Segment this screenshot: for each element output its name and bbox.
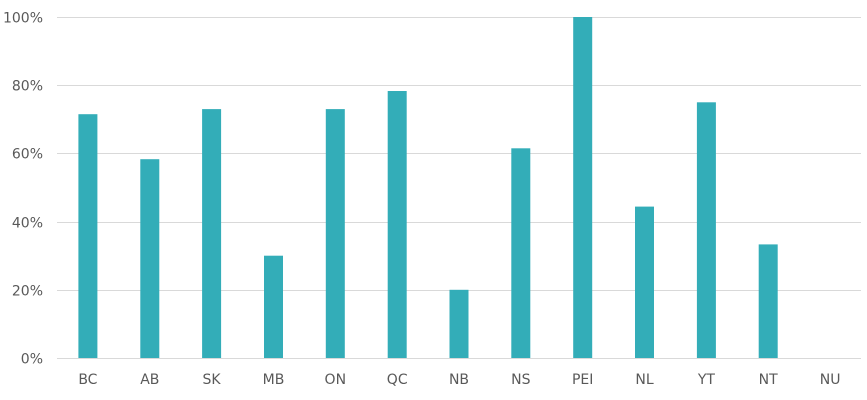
x-tick-label-nu: NU [820,372,841,388]
bar-on [325,109,345,358]
bar-nb [449,289,469,358]
x-tick-label-qc: QC [387,372,408,388]
x-tick-label-ns: NS [511,372,530,388]
bar-mb [264,255,283,358]
y-axis-tick-labels: 0% 20% 40% 60% 80% 100% [3,11,43,368]
bar-yt [696,102,716,359]
x-tick-label-yt: YT [697,372,716,388]
bars [78,17,778,359]
bar-bc [78,114,98,358]
y-tick-label: 60% [12,147,43,163]
y-tick-label: 80% [12,79,43,95]
y-tick-label: 20% [12,284,43,300]
y-tick-label: 100% [3,11,43,27]
y-tick-label: 40% [12,216,43,232]
gridlines [57,17,861,291]
x-tick-label-ab: AB [140,372,159,388]
x-tick-label-pei: PEI [572,372,593,388]
x-tick-label-nl: NL [635,372,653,388]
bar-ab [140,159,160,358]
bar-nt [758,244,778,358]
bar-pei [573,17,593,358]
bar-nl [635,206,654,358]
x-tick-label-nb: NB [449,372,469,388]
x-tick-label-mb: MB [263,372,285,388]
x-tick-label-nt: NT [759,372,778,388]
x-tick-label-bc: BC [78,372,97,388]
bar-qc [387,91,407,358]
y-tick-label: 0% [21,352,43,368]
x-axis-tick-labels: BC AB SK MB ON QC NB NS PEI NL YT NT NU [78,372,840,388]
bar-sk [202,109,222,358]
x-tick-label-on: ON [325,372,347,388]
bar-ns [511,148,531,358]
x-tick-label-sk: SK [203,372,222,388]
